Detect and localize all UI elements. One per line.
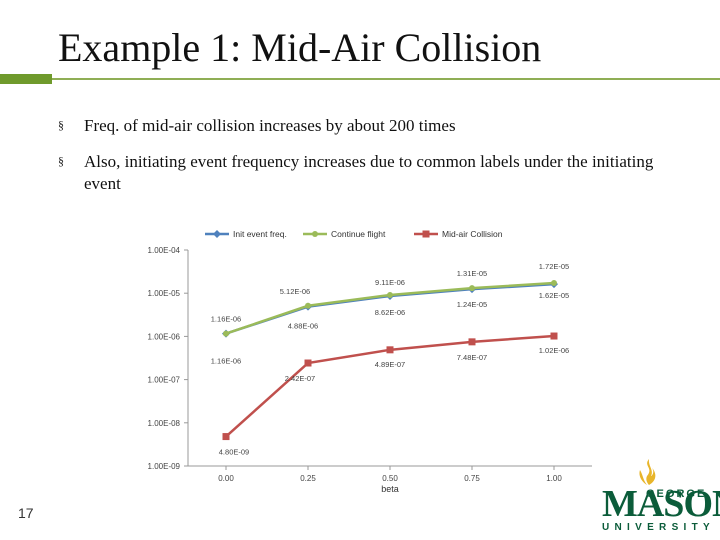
legend-item: Init event freq. xyxy=(205,229,287,239)
chart-legend: Init event freq. Continue flight Mid-air C… xyxy=(205,229,503,239)
square-marker xyxy=(550,332,558,340)
bullet-item: § Also, initiating event frequency incre… xyxy=(58,151,694,195)
y-tick-label: 1.00E-07 xyxy=(148,376,181,385)
data-label: 1.16E-06 xyxy=(211,315,241,324)
legend-label: Mid-air Collision xyxy=(442,229,503,239)
data-label: 1.31E-05 xyxy=(457,269,487,278)
legend-label: Init event freq. xyxy=(233,229,287,239)
data-label: 4.80E-09 xyxy=(219,448,249,457)
y-axis: 1.00E-04 1.00E-05 1.00E-06 1.00E-07 1.00E-08… xyxy=(148,246,189,471)
x-tick-label: 0.75 xyxy=(464,474,480,483)
y-tick-label: 1.00E-04 xyxy=(148,246,181,255)
circle-marker xyxy=(387,291,393,298)
x-axis-label: beta xyxy=(381,484,399,494)
title-accent-block xyxy=(0,74,52,84)
legend-item: Continue flight xyxy=(303,229,386,239)
slide-title: Example 1: Mid-Air Collision xyxy=(58,25,542,70)
circle-marker xyxy=(305,302,311,309)
logo-university: UNIVERSITY xyxy=(602,522,716,533)
bullet-marker: § xyxy=(58,154,64,168)
data-label: 1.16E-06 xyxy=(211,357,241,366)
square-marker xyxy=(304,359,312,367)
bullet-text: Also, initiating event frequency increas… xyxy=(84,152,654,193)
x-axis: 0.00 0.25 0.50 0.75 1.00 beta xyxy=(188,465,592,494)
title-underline xyxy=(0,74,720,84)
slide-number: 17 xyxy=(18,505,34,521)
x-tick-label: 0.50 xyxy=(382,474,398,483)
data-label: 7.48E-07 xyxy=(457,353,487,362)
george-mason-logo: MASON GEORGE UNIVERSITY xyxy=(594,458,720,536)
logo-george: GEORGE xyxy=(646,488,707,500)
chart-series xyxy=(222,280,558,441)
data-label: 1.02E-06 xyxy=(539,346,569,355)
bullet-marker: § xyxy=(58,118,64,132)
series-continue-flight xyxy=(223,280,557,337)
data-label: 1.24E-05 xyxy=(457,300,487,309)
diamond-marker xyxy=(213,230,221,238)
x-tick-label: 1.00 xyxy=(546,474,562,483)
x-tick-label: 0.25 xyxy=(300,474,316,483)
data-label: 4.88E-06 xyxy=(288,322,318,331)
data-label: 1.72E-05 xyxy=(539,262,569,271)
data-label: 8.62E-06 xyxy=(375,308,405,317)
y-tick-label: 1.00E-06 xyxy=(148,332,181,341)
y-tick-label: 1.00E-09 xyxy=(148,462,181,471)
legend-item: Mid-air Collision xyxy=(414,229,503,239)
y-tick-label: 1.00E-05 xyxy=(148,289,181,298)
data-labels: 1.16E-06 4.88E-06 8.62E-06 1.24E-05 1.62E-05… xyxy=(211,262,569,457)
data-label: 4.89E-07 xyxy=(375,360,405,369)
logo-mason: MASON xyxy=(602,483,720,525)
square-marker xyxy=(422,230,430,238)
square-marker xyxy=(386,346,394,354)
data-label: 5.12E-06 xyxy=(280,287,310,296)
circle-marker xyxy=(469,285,475,292)
data-label: 1.62E-05 xyxy=(539,291,569,300)
circle-marker xyxy=(551,280,557,287)
x-tick-label: 0.00 xyxy=(218,474,234,483)
circle-marker xyxy=(223,330,229,337)
line-chart: Init event freq. Continue flight Mid-air C… xyxy=(148,229,592,494)
square-marker xyxy=(222,433,230,441)
circle-marker xyxy=(312,231,318,237)
legend-label: Continue flight xyxy=(331,229,386,239)
series-mid-air-collision xyxy=(222,332,558,441)
bullet-text: Freq. of mid-air collision increases by … xyxy=(84,116,456,135)
square-marker xyxy=(468,338,476,346)
data-label: 9.11E-06 xyxy=(375,278,405,287)
title-rule xyxy=(52,78,720,80)
data-label: 2.42E-07 xyxy=(285,374,315,383)
y-tick-label: 1.00E-08 xyxy=(148,419,181,428)
flame-icon xyxy=(639,459,656,485)
bullet-item: § Freq. of mid-air collision increases b… xyxy=(58,115,694,137)
